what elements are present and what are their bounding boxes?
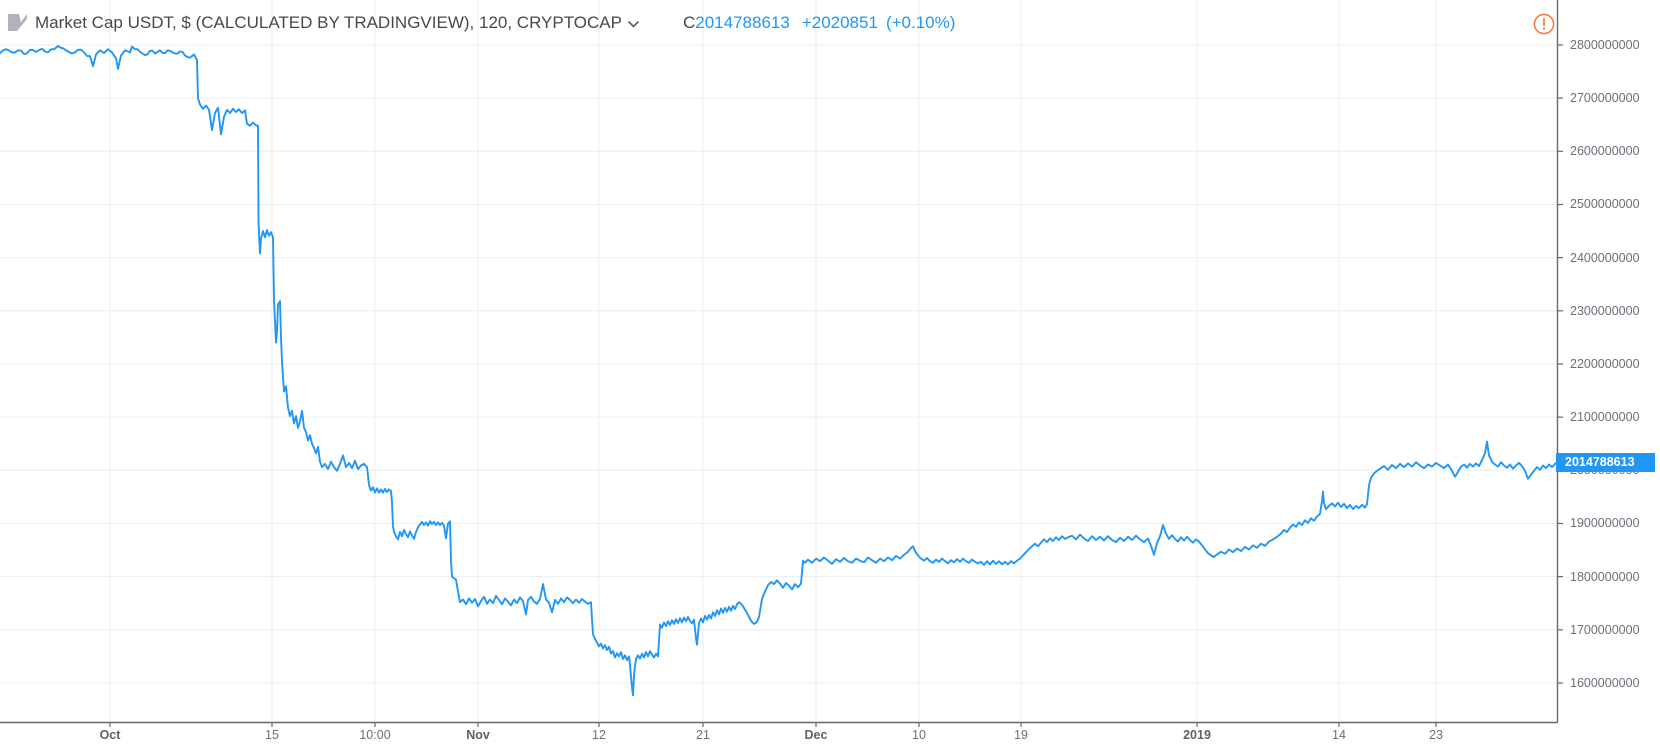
grid-layer	[0, 0, 1557, 722]
time-tick-label: 2019	[1183, 728, 1211, 742]
ohlc-c-prefix: C	[682, 12, 696, 32]
time-tick-label: 12	[592, 728, 606, 742]
price-tick-label: 1600000000	[1570, 675, 1640, 690]
price-axis[interactable]: 2800000000 2700000000 2600000000 2500000000…	[1557, 0, 1660, 722]
time-tick-label: 10	[912, 728, 926, 742]
time-axis[interactable]: Oct 15 10:00 Nov 12 21 Dec 10 19 2019 14 23	[0, 722, 1557, 753]
last-price-group: C 2014788613 +2020851 (+0.10%)	[683, 13, 955, 33]
time-tick-label: 14	[1332, 728, 1346, 742]
time-tick-label: Dec	[804, 728, 828, 742]
price-change-pct: (+0.10%)	[885, 12, 956, 32]
time-tick-label: 10:00	[359, 728, 391, 742]
price-tick-label: 2400000000	[1570, 250, 1640, 265]
tradingview-logo-icon	[8, 14, 28, 31]
price-change-abs: +2020851	[801, 12, 878, 32]
time-tick-label: 21	[696, 728, 710, 742]
price-tick-label: 1800000000	[1570, 569, 1640, 584]
price-tick-label: 2500000000	[1570, 197, 1640, 212]
price-tick-label: 2200000000	[1570, 356, 1640, 371]
time-tick-label: 19	[1014, 728, 1028, 742]
axis-lines	[0, 0, 1563, 727]
symbol-title[interactable]: Market Cap USDT, $ (CALCULATED BY TRADIN…	[35, 12, 622, 32]
price-tick-label: 2800000000	[1570, 37, 1640, 52]
current-price-label: 2014788613	[1556, 452, 1655, 472]
time-tick-label: Nov	[466, 728, 490, 742]
chevron-down-icon[interactable]	[628, 15, 639, 33]
last-price-value: 2014788613	[695, 12, 790, 32]
price-tick-label: 2100000000	[1570, 410, 1640, 425]
price-tick-label: 2300000000	[1570, 303, 1640, 318]
legend: Market Cap USDT, $ (CALCULATED BY TRADIN…	[8, 12, 955, 33]
market-cap-line	[0, 45, 1558, 697]
price-tick-label: 2600000000	[1570, 144, 1640, 159]
price-tick-label: 2700000000	[1570, 91, 1640, 106]
time-tick-label: Oct	[99, 728, 121, 742]
alert-icon[interactable]	[1533, 13, 1555, 35]
time-tick-label: 23	[1429, 728, 1443, 742]
time-tick-label: 15	[265, 728, 279, 742]
price-tick-label: 1700000000	[1570, 622, 1640, 637]
price-tick-label: 1900000000	[1570, 516, 1640, 531]
